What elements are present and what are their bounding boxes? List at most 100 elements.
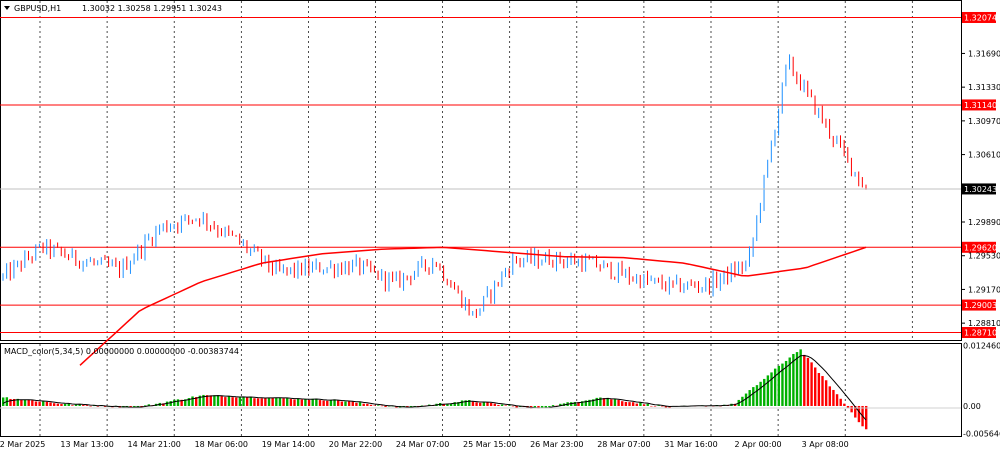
macd-bar	[449, 403, 453, 406]
macd-bar	[256, 398, 260, 406]
macd-bar	[446, 403, 449, 406]
macd-tick-label: -0.0056466	[963, 429, 1000, 438]
macd-bar	[275, 397, 278, 406]
macd-bar	[187, 398, 191, 406]
macd-bar	[307, 399, 311, 406]
macd-bar	[245, 397, 249, 406]
macd-bar	[366, 403, 369, 406]
macd-bar	[500, 404, 504, 406]
macd-bar	[12, 398, 16, 406]
macd-bar	[610, 399, 613, 406]
macd-bar	[296, 398, 300, 406]
time-tick-label: 3 Apr 08:00	[802, 440, 849, 449]
price-tick-label: 1.31330	[968, 83, 1000, 92]
macd-bar	[9, 398, 12, 406]
macd-bar	[442, 403, 446, 406]
macd-bar	[42, 401, 45, 406]
macd-panel-frame	[0, 343, 962, 437]
macd-bar	[464, 400, 467, 406]
macd-bar	[580, 401, 584, 406]
macd-bar	[828, 386, 831, 406]
macd-bar	[27, 399, 30, 406]
macd-bar	[788, 357, 791, 406]
macd-bar	[369, 404, 373, 406]
macd-bar	[304, 399, 307, 406]
macd-bar	[198, 395, 202, 406]
macd-bar	[504, 405, 507, 406]
moving-average-line	[79, 246, 867, 366]
macd-bar	[147, 404, 151, 406]
horizontal-levels[interactable]: 1.32074 1.31140 1.29620 1.29003 1.28710	[0, 11, 997, 339]
macd-bar	[289, 399, 293, 406]
macd-bar	[213, 395, 216, 406]
macd-bar	[209, 395, 212, 406]
macd-bar	[621, 401, 624, 406]
macd-bar	[639, 402, 642, 406]
price-level-tag	[962, 327, 996, 339]
macd-signal-line	[2, 354, 867, 421]
macd-bar	[216, 395, 220, 406]
macd-bar	[264, 398, 267, 406]
macd-bar	[16, 398, 19, 406]
macd-bar	[570, 402, 573, 406]
macd-bar	[646, 403, 649, 406]
current-price-tag	[962, 183, 996, 195]
macd-bar	[103, 405, 107, 407]
macd-bar	[752, 387, 755, 406]
macd-bar	[573, 401, 577, 406]
macd-bar	[23, 399, 27, 406]
ohlc-label: 1.30032 1.30258 1.29951 1.30243	[82, 4, 222, 13]
macd-bar	[770, 372, 773, 406]
price-level-tag	[962, 99, 996, 111]
macd-bar	[89, 405, 92, 407]
macd-bar	[63, 403, 67, 406]
macd-bar	[755, 385, 759, 406]
macd-bar	[271, 398, 274, 406]
macd-bar	[613, 399, 617, 406]
macd-bar	[631, 402, 635, 406]
macd-bar	[628, 402, 631, 406]
triangle-down-icon[interactable]	[4, 6, 10, 10]
macd-bar	[650, 405, 653, 407]
macd-bar	[362, 403, 365, 406]
macd-bar	[329, 400, 333, 406]
macd-bar	[60, 404, 63, 406]
macd-bar	[657, 405, 660, 406]
time-tick-label: 24 Mar 07:00	[396, 440, 449, 449]
macd-bar	[482, 402, 486, 406]
macd-bar	[744, 393, 748, 406]
macd-bar	[2, 397, 5, 406]
macd-bar	[624, 401, 628, 406]
macd-bar	[857, 405, 861, 423]
price-tick-label: 1.29530	[968, 252, 1000, 261]
macd-bar	[515, 405, 518, 408]
macd-bar	[591, 399, 595, 406]
time-axis: 12 Mar 2025 13 Mar 13:00 14 Mar 21:00 18 Ma…	[0, 440, 849, 449]
macd-bar	[260, 398, 263, 406]
macd-bar	[300, 399, 303, 406]
macd-bar	[839, 398, 842, 406]
macd-bar	[351, 401, 354, 406]
macd-bar	[49, 402, 52, 406]
macd-bar	[326, 400, 329, 406]
macd-bar	[479, 402, 482, 406]
price-axis: 1.31690 1.31330 1.30970 1.30610 1.29890 1.295…	[961, 49, 1000, 328]
macd-bar	[763, 378, 766, 406]
macd-bar	[832, 389, 835, 406]
macd-bar	[373, 405, 376, 406]
macd-bar	[45, 401, 49, 406]
macd-bar	[38, 401, 41, 406]
macd-bar	[224, 397, 227, 406]
price-level-tag	[962, 11, 996, 23]
price-tick-label: 1.31690	[968, 49, 1000, 58]
macd-bar	[799, 349, 802, 406]
macd-bar	[635, 403, 638, 406]
macd-bar	[56, 403, 60, 406]
macd-bar	[595, 397, 598, 406]
macd-bar	[511, 405, 515, 407]
time-tick-label: 31 Mar 16:00	[664, 440, 717, 449]
